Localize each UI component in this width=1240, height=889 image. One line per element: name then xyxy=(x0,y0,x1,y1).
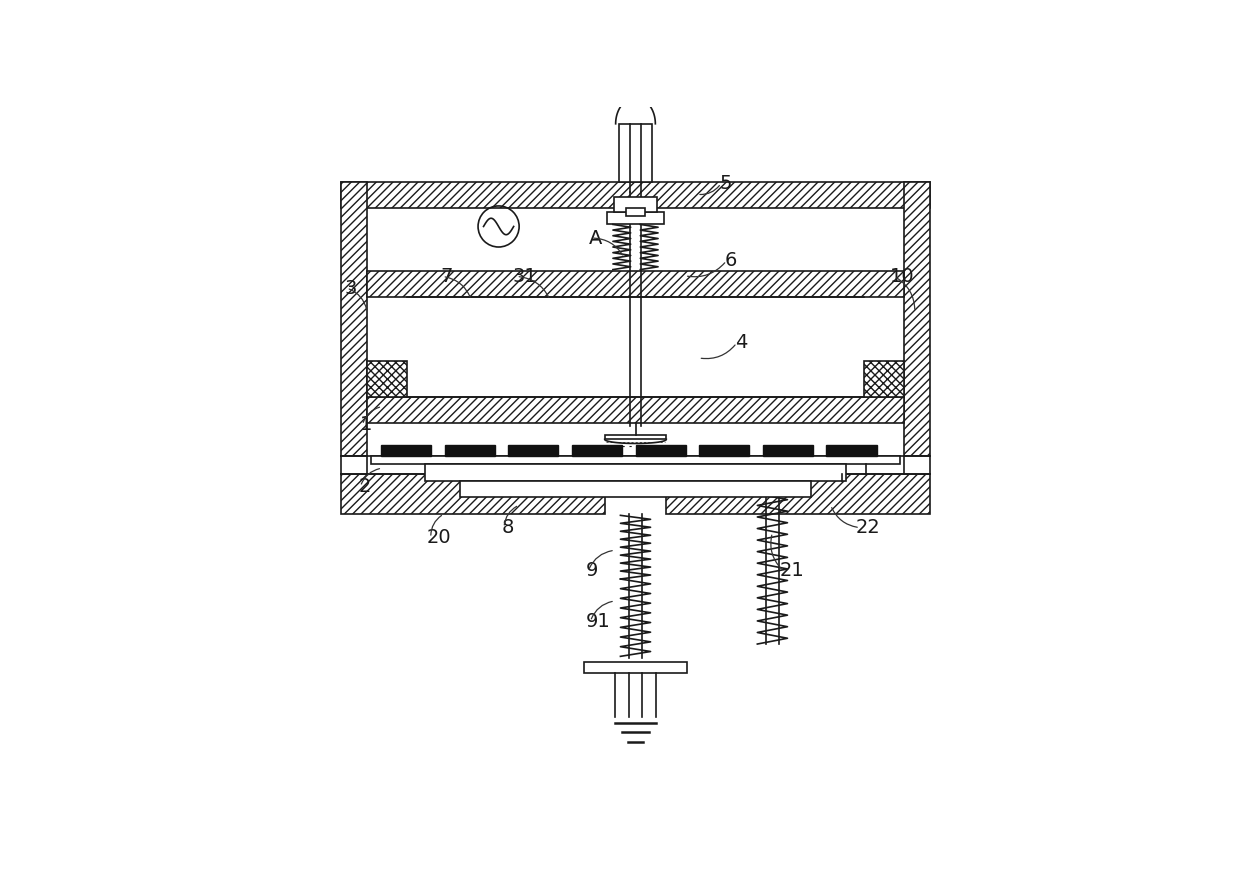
Text: 20: 20 xyxy=(427,528,451,548)
Bar xyxy=(606,212,665,224)
Bar xyxy=(367,208,904,271)
Bar xyxy=(367,396,904,423)
Text: 5: 5 xyxy=(719,174,732,193)
Bar xyxy=(367,271,904,297)
Bar xyxy=(666,456,904,474)
Bar xyxy=(699,444,749,456)
Text: 31: 31 xyxy=(512,267,537,286)
Bar xyxy=(371,456,900,464)
Text: A: A xyxy=(589,228,603,248)
Bar xyxy=(341,182,930,208)
Text: 2: 2 xyxy=(358,477,371,496)
Bar xyxy=(367,208,904,456)
Bar xyxy=(635,444,686,456)
Bar xyxy=(864,361,904,396)
Text: 7: 7 xyxy=(440,267,453,286)
Text: 4: 4 xyxy=(735,333,748,352)
Bar xyxy=(619,124,652,182)
Text: 8: 8 xyxy=(502,518,515,537)
Bar xyxy=(584,661,687,673)
Bar xyxy=(381,444,430,456)
Bar xyxy=(614,197,657,212)
Bar xyxy=(904,456,930,474)
Bar xyxy=(508,444,558,456)
Text: 1: 1 xyxy=(361,415,373,435)
Bar xyxy=(341,182,367,456)
Text: 10: 10 xyxy=(890,267,915,286)
Bar xyxy=(904,182,930,456)
Bar xyxy=(760,456,785,474)
Bar xyxy=(460,481,811,497)
Bar xyxy=(605,436,666,439)
Bar xyxy=(666,474,930,514)
Bar xyxy=(444,444,495,456)
Text: 21: 21 xyxy=(779,561,804,581)
Bar xyxy=(407,297,864,396)
Bar xyxy=(367,456,605,474)
Text: 6: 6 xyxy=(724,252,737,270)
Text: 22: 22 xyxy=(856,518,880,537)
Text: 3: 3 xyxy=(345,278,357,298)
Bar xyxy=(341,456,367,474)
Bar xyxy=(626,208,645,216)
Bar xyxy=(827,444,877,456)
Bar xyxy=(425,464,846,481)
Bar xyxy=(763,444,813,456)
Bar xyxy=(341,474,605,514)
Text: 9: 9 xyxy=(587,561,599,581)
Text: 91: 91 xyxy=(587,612,611,631)
Bar xyxy=(572,444,621,456)
Bar xyxy=(367,361,407,396)
